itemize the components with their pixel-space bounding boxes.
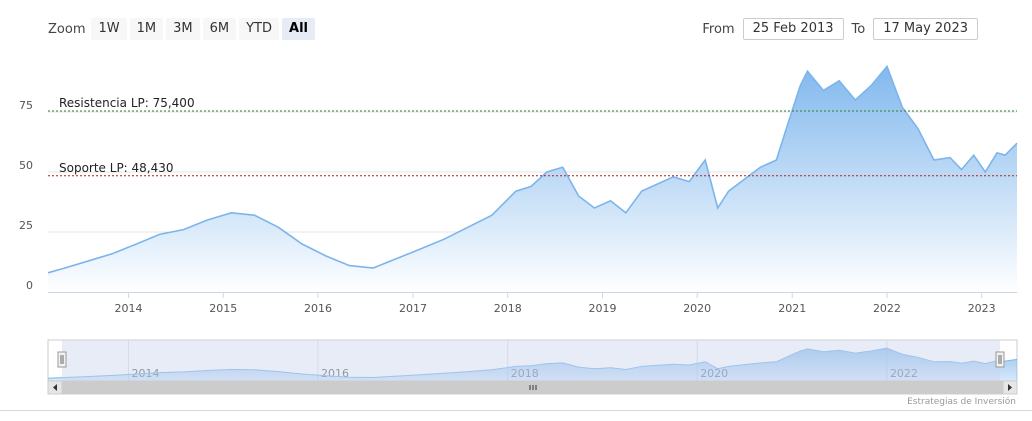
- x-tick-label: 2022: [873, 302, 901, 315]
- footer-divider: [0, 410, 1032, 411]
- y-tick-label: 50: [19, 159, 33, 172]
- x-tick-label: 2015: [209, 302, 237, 315]
- zoom-button-1w[interactable]: 1W: [91, 18, 127, 40]
- scrollbar-left-arrow[interactable]: [47, 380, 63, 395]
- to-date-input[interactable]: 17 May 2023: [873, 18, 978, 40]
- x-tick-label: 2017: [399, 302, 427, 315]
- series-line: [47, 64, 1018, 274]
- zoom-button-all[interactable]: All: [282, 18, 315, 40]
- handle-body: [995, 351, 1005, 368]
- from-label: From: [702, 21, 735, 37]
- y-tick-label: 0: [26, 279, 33, 292]
- zoom-button-ytd[interactable]: YTD: [239, 18, 280, 40]
- zoom-button-6m[interactable]: 6M: [202, 18, 237, 40]
- annotation-label-0: Resistencia LP: 75,400: [59, 96, 195, 110]
- x-tick-label: 2020: [683, 302, 711, 315]
- navigator-handle-right[interactable]: [995, 351, 1005, 368]
- zoom-button-3m[interactable]: 3M: [166, 18, 200, 40]
- zoom-button-1m[interactable]: 1M: [129, 18, 164, 40]
- date-range-selector: From 25 Feb 2013 To 17 May 2023: [694, 18, 978, 40]
- y-tick-label: 25: [19, 219, 33, 232]
- handle-body: [57, 351, 67, 368]
- zoom-label: Zoom: [48, 21, 86, 37]
- x-tick-label: 2021: [778, 302, 806, 315]
- from-date-input[interactable]: 25 Feb 2013: [742, 18, 844, 40]
- x-tick-label: 2023: [968, 302, 996, 315]
- x-tick-label: 2019: [588, 302, 616, 315]
- scrollbar-right-arrow[interactable]: [1002, 380, 1018, 395]
- x-tick-label: 2018: [494, 302, 522, 315]
- annotation-label-1: Soporte LP: 48,430: [59, 161, 174, 175]
- navigator-area: [48, 348, 1017, 381]
- to-label: To: [851, 21, 866, 37]
- zoom-toolbar: Zoom 1W 1M 3M 6M YTD All: [48, 17, 318, 41]
- navigator-line: [47, 347, 1018, 379]
- right-arrow-icon: [1008, 384, 1012, 391]
- x-tick-label: 2016: [304, 302, 332, 315]
- navigator-selection[interactable]: [62, 340, 1000, 381]
- left-arrow-icon: [53, 384, 57, 391]
- chart-credit[interactable]: Estrategias de Inversión: [907, 397, 1016, 407]
- navigator-handle-left[interactable]: [57, 351, 67, 368]
- x-tick-label: 2014: [114, 302, 142, 315]
- series-area: [48, 66, 1017, 293]
- y-tick-label: 75: [19, 99, 33, 112]
